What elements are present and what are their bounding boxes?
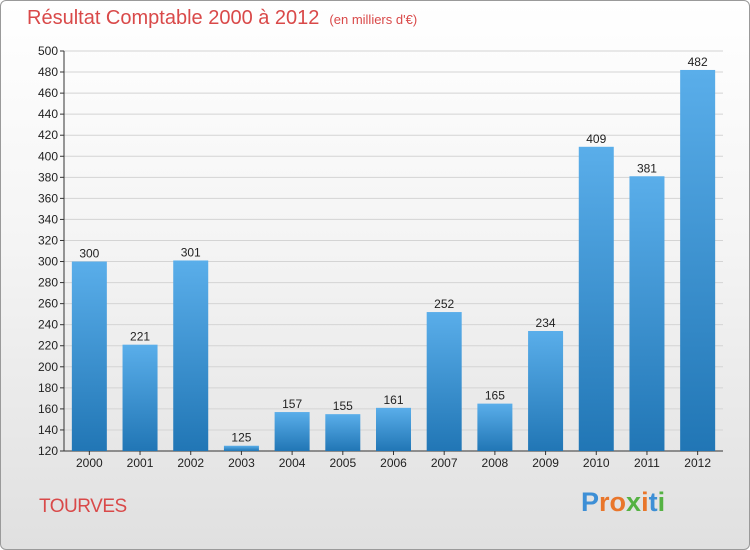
x-tick-label: 2011 [634,456,660,470]
x-tick-label: 2004 [279,456,306,470]
commune-name: TOURVES [39,496,127,517]
y-tick-label: 180 [38,381,58,395]
bar-value-label: 300 [79,247,99,261]
chart-title-text: Résultat Comptable 2000 à 2012 [27,7,320,29]
x-tick-label: 2009 [532,456,559,470]
bar-value-label: 221 [130,330,150,344]
bar-value-label: 252 [434,297,454,311]
y-tick-label: 420 [38,128,58,142]
y-tick-label: 280 [38,276,58,290]
bar-value-label: 381 [637,161,657,175]
x-tick-label: 2002 [177,456,204,470]
logo-letter: x [626,487,642,517]
bar [122,344,158,451]
y-tick-label: 500 [38,44,58,58]
x-tick-label: 2007 [431,456,458,470]
x-tick-label: 2010 [583,456,610,470]
proxiti-logo: Proxiti [581,487,665,518]
x-tick-label: 2008 [482,456,509,470]
chart-subtitle: (en milliers d'€) [329,12,418,27]
x-tick-label: 2000 [76,456,103,470]
x-tick-label: 2001 [127,456,154,470]
bar-value-label: 409 [586,132,606,146]
bar-value-label: 301 [181,245,201,259]
bar-value-label: 155 [333,399,353,413]
x-tick-label: 2012 [684,456,711,470]
y-tick-label: 220 [38,339,58,353]
bar-value-label: 157 [282,397,302,411]
y-tick-label: 460 [38,86,58,100]
bar [426,312,462,451]
bar [376,407,411,451]
logo-letter: P [581,487,600,517]
y-tick-label: 340 [38,212,58,226]
bar [274,412,310,451]
bar-value-label: 234 [536,316,556,330]
bar-value-label: 482 [688,55,708,69]
y-tick-label: 400 [38,149,58,163]
x-tick-label: 2006 [380,456,407,470]
bar-value-label: 125 [231,431,251,445]
y-tick-label: 380 [38,170,58,184]
y-tick-label: 360 [38,191,58,205]
bar [173,260,209,451]
y-tick-label: 140 [38,423,58,437]
y-tick-label: 480 [38,65,58,79]
bar [325,414,361,451]
y-tick-label: 260 [38,297,58,311]
bar-value-label: 165 [485,389,505,403]
y-tick-label: 200 [38,360,58,374]
y-tick-label: 300 [38,255,58,269]
x-tick-label: 2003 [228,456,255,470]
bar [223,445,259,451]
chart-title: Résultat Comptable 2000 à 2012 (en millie… [27,7,417,30]
logo-letter: o [609,487,627,517]
y-tick-label: 160 [38,402,58,416]
bar [629,176,665,451]
x-tick-label: 2005 [329,456,356,470]
logo-letter: r [599,487,610,517]
bar [528,331,564,451]
bar [477,403,513,451]
logo-letter: i [657,487,666,517]
y-tick-label: 240 [38,318,58,332]
logo-letter: t [648,487,658,517]
y-tick-label: 440 [38,107,58,121]
bar-value-label: 161 [383,393,403,407]
bar [578,146,614,451]
logo-letter: i [641,487,649,517]
bar [680,69,716,452]
bar [71,261,107,451]
y-tick-label: 120 [38,444,58,458]
y-tick-label: 320 [38,233,58,247]
